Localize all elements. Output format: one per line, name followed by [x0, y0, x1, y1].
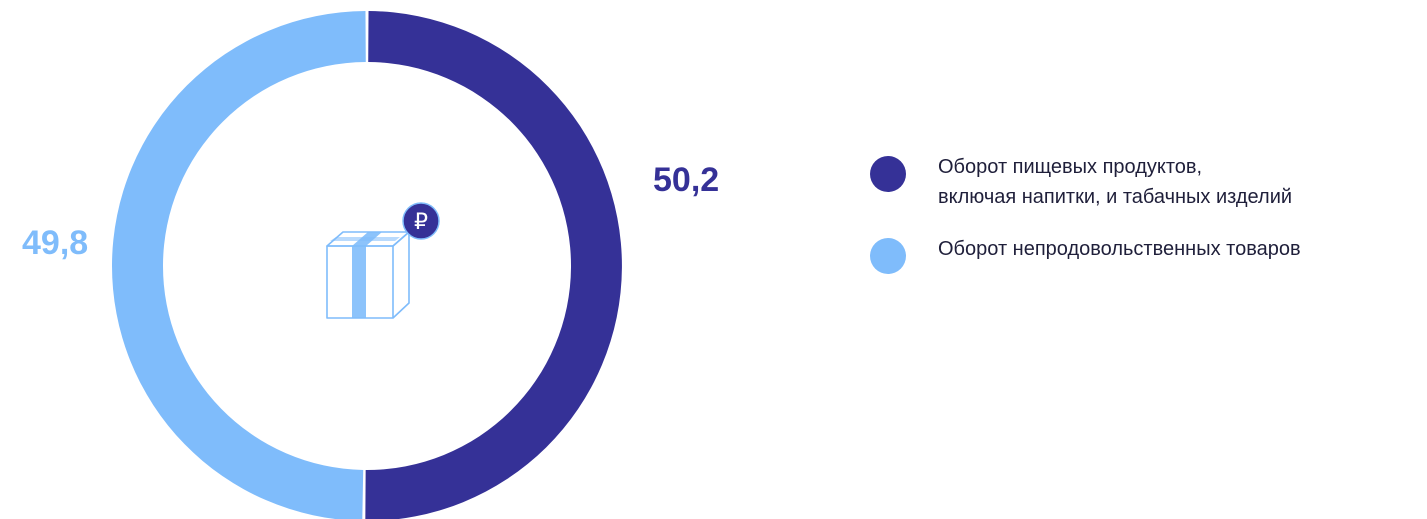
legend: Оборот пищевых продуктов, включая напитк…	[870, 152, 1301, 296]
value-label-nonfood: 49,8	[22, 224, 89, 262]
legend-label-food: Оборот пищевых продуктов, включая напитк…	[938, 156, 1293, 208]
svg-text:₽: ₽	[414, 210, 428, 235]
value-label-food: 50,2	[653, 161, 720, 199]
donut-slice-nonfood	[112, 11, 366, 519]
legend-item-nonfood: Оборот непродовольственных товаров	[870, 234, 1301, 274]
legend-swatch-nonfood	[870, 238, 906, 274]
legend-swatch-food	[870, 156, 906, 192]
legend-label-nonfood: Оборот непродовольственных товаров	[938, 238, 1301, 260]
legend-item-food: Оборот пищевых продуктов, включая напитк…	[870, 152, 1301, 212]
donut-slice-food	[365, 11, 622, 519]
gift-box-ruble-icon: ₽	[326, 202, 440, 319]
